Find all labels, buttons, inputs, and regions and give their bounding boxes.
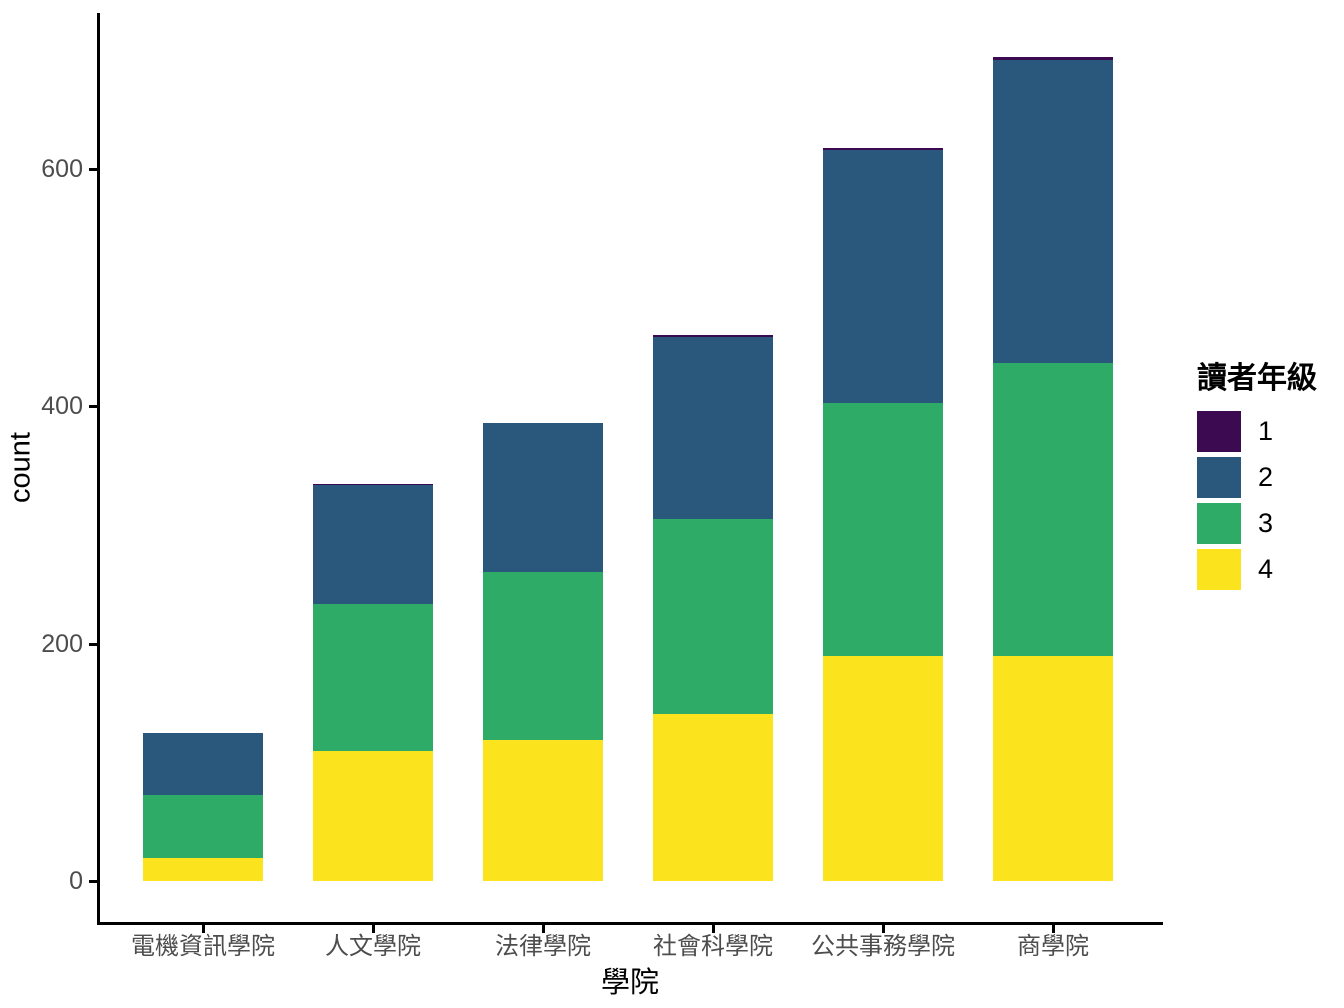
bar-segment-公共事務學院-grade-3: [823, 403, 943, 656]
bar-segment-社會科學院-grade-3: [653, 519, 773, 715]
legend-label-3: 3: [1258, 508, 1274, 538]
bar-segment-社會科學院-grade-1: [653, 335, 773, 337]
y-tick-label: 400: [41, 392, 83, 421]
bar-segment-電機資訊學院-grade-4: [143, 857, 263, 882]
x-tick: [201, 925, 205, 933]
legend-label-2: 2: [1258, 462, 1274, 492]
x-tick-label: 公共事務學院: [811, 933, 955, 960]
bar-segment-法律學院-grade-2: [483, 423, 603, 572]
x-tick-label: 法律學院: [495, 933, 591, 960]
bar-segment-人文學院-grade-3: [313, 603, 433, 751]
y-axis-title: count: [4, 432, 37, 503]
y-tick-label: 600: [41, 154, 83, 183]
x-axis-line: [97, 922, 1163, 925]
bar-segment-人文學院-grade-4: [313, 750, 433, 882]
y-tick-label: 200: [41, 629, 83, 658]
bar-segment-法律學院-grade-3: [483, 571, 603, 741]
y-tick: [89, 880, 97, 883]
bar-segment-法律學院-grade-4: [483, 740, 603, 882]
x-tick: [881, 925, 885, 933]
bar-segment-電機資訊學院-grade-2: [143, 733, 263, 795]
bar-segment-社會科學院-grade-4: [653, 714, 773, 882]
legend-items: 1 2 3 4: [1197, 411, 1317, 590]
bar-segment-人文學院-grade-1: [313, 483, 433, 486]
x-axis-title: 學院: [600, 967, 659, 999]
legend-item-3: 3: [1197, 503, 1317, 544]
legend-item-4: 4: [1197, 549, 1317, 590]
y-tick: [89, 405, 97, 409]
bar-segment-商學院-grade-1: [993, 56, 1113, 61]
legend-key-swatch-4: [1197, 549, 1241, 590]
legend-item-1: 1: [1197, 411, 1317, 452]
bar-segment-商學院-grade-2: [993, 60, 1113, 363]
y-tick: [89, 167, 97, 171]
legend-label-1: 1: [1258, 416, 1274, 446]
bar-segment-人文學院-grade-2: [313, 485, 433, 604]
bar-segment-公共事務學院-grade-4: [823, 655, 943, 882]
x-tick-label: 電機資訊學院: [131, 933, 275, 960]
x-tick-label: 商學院: [1017, 933, 1089, 960]
bar-segment-公共事務學院-grade-1: [823, 147, 943, 151]
x-tick-label: 人文學院: [325, 933, 421, 960]
legend-key-swatch-2: [1197, 457, 1241, 498]
bar-segment-商學院-grade-3: [993, 362, 1113, 656]
x-tick-label: 社會科學院: [653, 933, 773, 960]
legend: 讀者年級 1 2 3 4: [1197, 353, 1317, 595]
x-tick: [371, 925, 375, 933]
y-tick: [89, 642, 97, 646]
x-tick: [711, 925, 715, 933]
bar-segment-社會科學院-grade-2: [653, 336, 773, 520]
legend-title: 讀者年級: [1197, 362, 1317, 395]
x-tick: [541, 925, 545, 933]
bar-segment-公共事務學院-grade-2: [823, 150, 943, 404]
legend-key-swatch-1: [1197, 411, 1241, 452]
x-tick: [1051, 925, 1055, 933]
y-tick-label: 0: [69, 867, 83, 895]
bar-segment-商學院-grade-4: [993, 655, 1113, 882]
legend-label-4: 4: [1258, 554, 1274, 584]
legend-item-2: 2: [1197, 457, 1317, 498]
bar-segment-電機資訊學院-grade-3: [143, 794, 263, 858]
legend-key-swatch-3: [1197, 503, 1241, 544]
y-axis-line: [97, 13, 100, 925]
